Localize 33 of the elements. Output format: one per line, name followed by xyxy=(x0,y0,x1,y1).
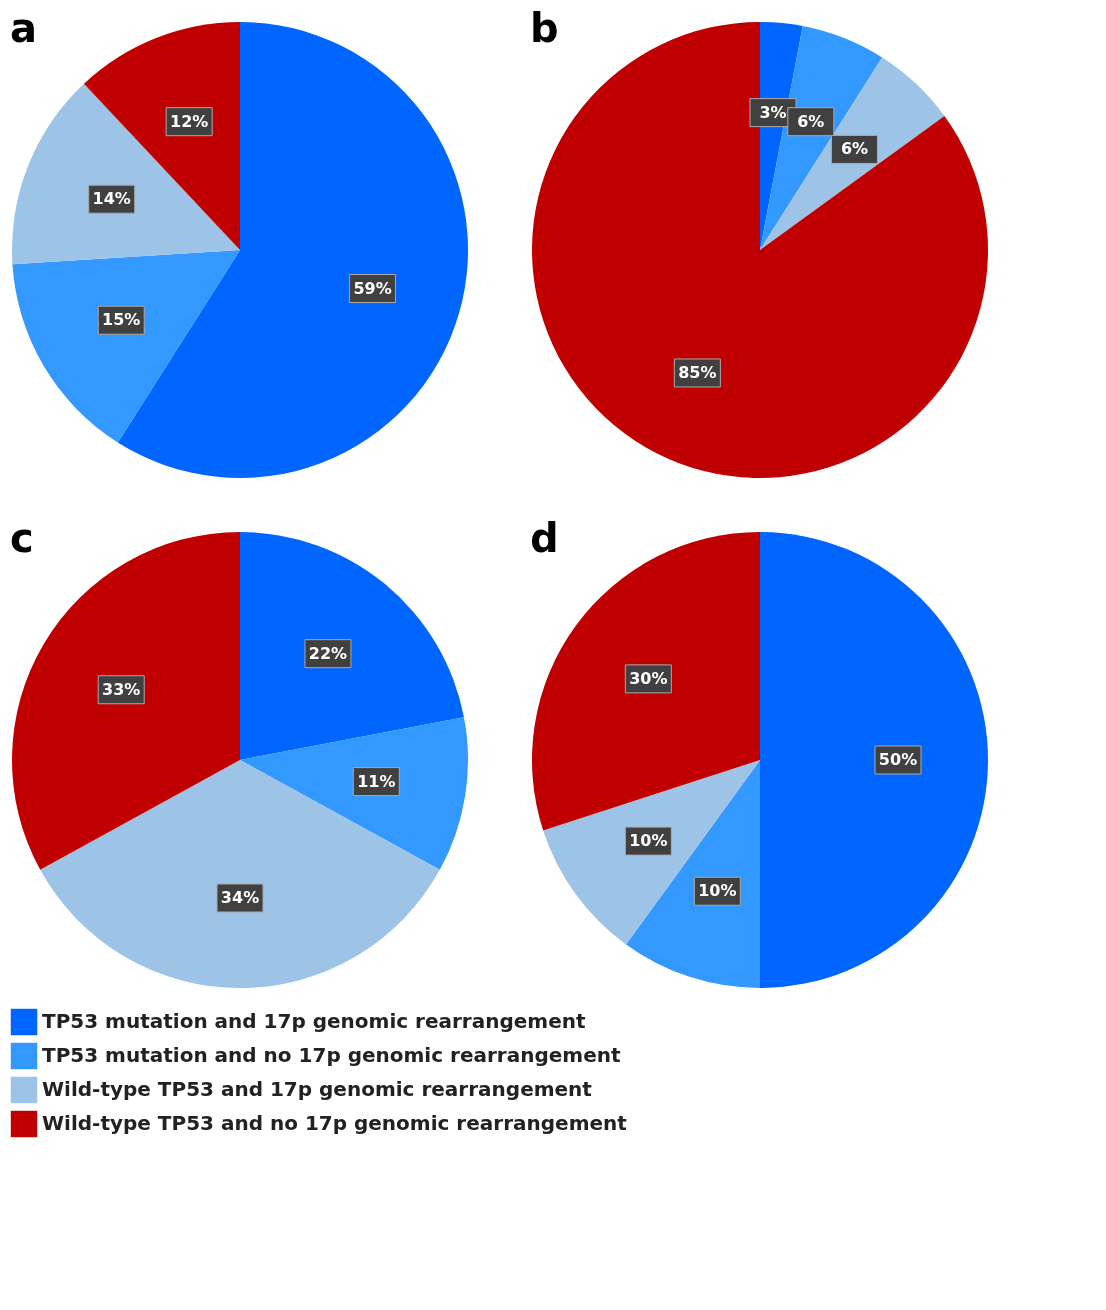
pie-slice xyxy=(12,250,240,443)
data-label: 34% xyxy=(220,888,260,907)
chart-title: a xyxy=(10,5,37,51)
chart-title: d xyxy=(530,515,559,561)
pie-slice xyxy=(543,760,760,945)
data-label: 22% xyxy=(308,643,348,663)
legend-label: Wild-type TP53 and 17p genomic rearrangement xyxy=(42,1077,593,1101)
chart-title: c xyxy=(10,515,34,561)
pie-slice xyxy=(40,760,440,988)
data-label: 10% xyxy=(698,881,737,901)
legend-label: TP53 mutation and 17p genomic rearrangement xyxy=(42,1009,586,1033)
pie-slice xyxy=(12,83,240,265)
data-label: 6% xyxy=(840,139,869,159)
data-label: 30% xyxy=(629,668,668,688)
legend-label: TP53 mutation and no 17p genomic rearrangement xyxy=(42,1043,621,1067)
data-label: 12% xyxy=(170,111,209,131)
pie-slice xyxy=(240,532,464,760)
legend-label: Wild-type TP53 and no 17p genomic rearrangement xyxy=(42,1111,628,1135)
pie-slice xyxy=(83,22,240,250)
data-label: 15% xyxy=(102,310,141,330)
pie-slice xyxy=(625,760,760,988)
data-label: 14% xyxy=(92,189,131,209)
data-label: 6% xyxy=(797,111,825,131)
data-label: 50% xyxy=(878,750,918,769)
data-label: 11% xyxy=(357,771,396,791)
data-label: 3% xyxy=(759,102,787,122)
pie-slice xyxy=(240,717,468,870)
chart-title: b xyxy=(530,5,559,51)
data-label: 10% xyxy=(629,831,668,851)
data-label: 85% xyxy=(678,362,717,382)
data-label: 33% xyxy=(102,679,141,699)
data-label: 59% xyxy=(353,278,392,298)
pie-slice xyxy=(760,532,988,988)
